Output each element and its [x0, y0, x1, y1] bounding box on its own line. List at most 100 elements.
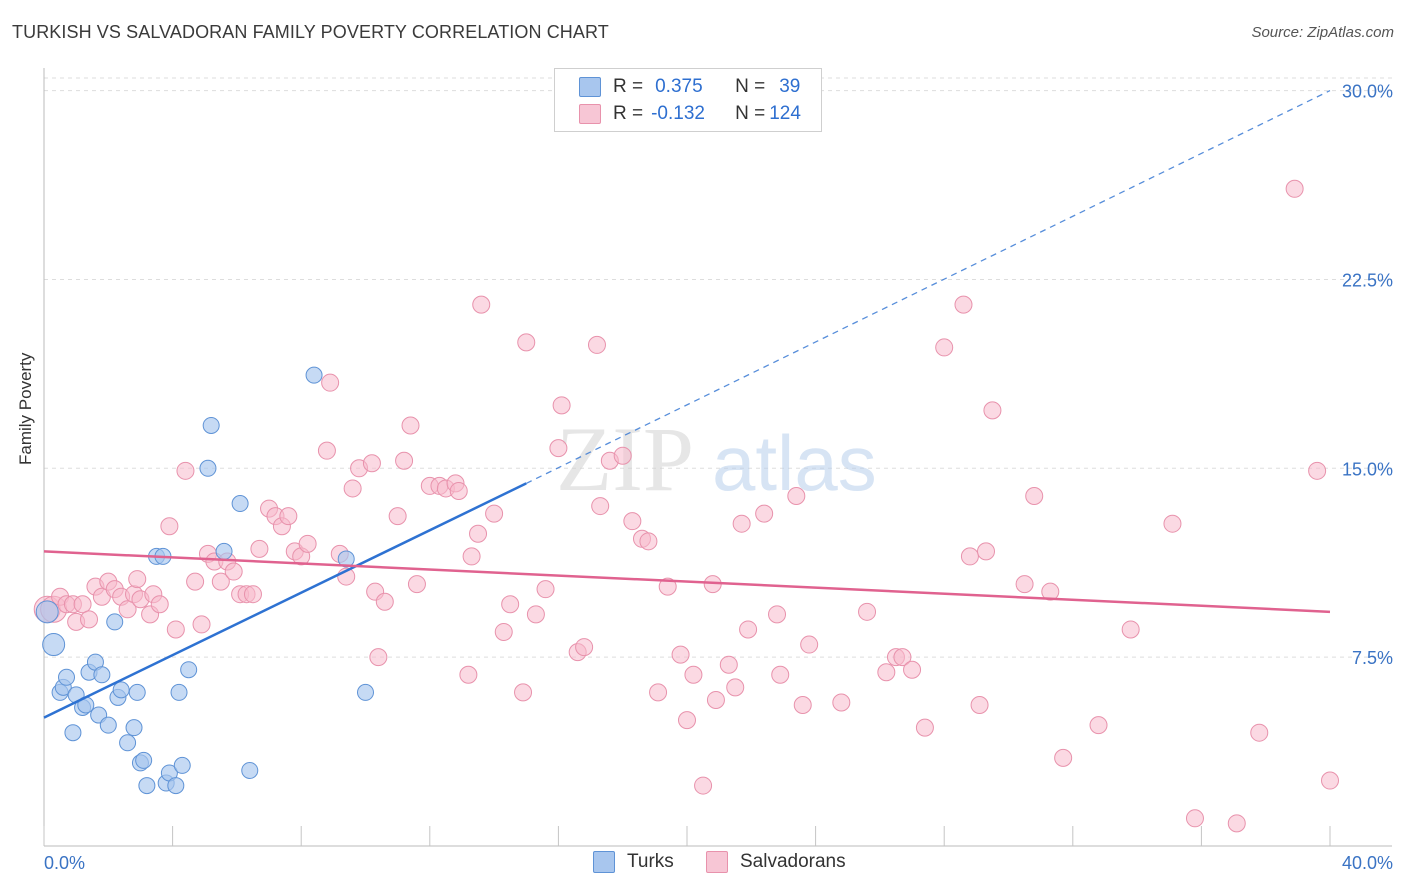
- legend-row-turks: R = 0.375 N = 39: [579, 75, 800, 99]
- turk-point: [241, 761, 259, 779]
- turks-trend-extension: [525, 90, 1331, 484]
- salvadoran-point: [832, 693, 851, 712]
- legend-r-value-salvadorans: -0.132: [651, 103, 705, 124]
- chart-title: TURKISH VS SALVADORAN FAMILY POVERTY COR…: [12, 22, 609, 42]
- salvadoran-point: [575, 638, 594, 657]
- salvadoran-point: [462, 547, 481, 566]
- legend-r-label: R =: [613, 76, 644, 97]
- legend-row-salvadorans: R = -0.132 N = 124: [579, 102, 801, 126]
- salvadoran-point: [375, 592, 394, 611]
- salvadoran-point: [243, 585, 262, 604]
- turk-point: [337, 550, 355, 568]
- salvadoran-point: [858, 602, 877, 621]
- salvadoran-point: [73, 595, 92, 614]
- salvadoran-point: [401, 416, 420, 435]
- salvadoran-point: [893, 648, 912, 667]
- salvadoran-point: [494, 622, 513, 641]
- turk-point: [112, 681, 130, 699]
- salvadoran-point: [343, 479, 362, 498]
- salvadoran-point: [671, 645, 690, 664]
- salvadoran-point: [176, 461, 195, 480]
- salvadoran-point: [118, 600, 137, 619]
- salvadoran-point: [915, 718, 934, 737]
- salvadoran-point: [658, 577, 677, 596]
- salvadorans-legend-swatch: [706, 851, 728, 873]
- y-tick-label: 22.5%: [1342, 270, 1393, 290]
- turk-point: [170, 683, 188, 701]
- salvadoran-point: [1054, 748, 1073, 767]
- salvadoran-point: [771, 665, 790, 684]
- salvadoran-point: [449, 481, 468, 500]
- salvadoran-point: [639, 532, 658, 551]
- correlation-legend: R = 0.375 N = 39 R = -0.132 N = 124: [554, 68, 822, 132]
- salvadoran-point: [317, 441, 336, 460]
- legend-item-turks: Turks: [593, 851, 674, 873]
- salvadoran-point: [369, 648, 388, 667]
- salvadoran-point: [321, 373, 340, 392]
- turk-point: [135, 751, 153, 769]
- salvadoran-point: [649, 683, 668, 702]
- turk-point: [173, 756, 191, 774]
- salvadoran-point: [362, 454, 381, 473]
- salvadoran-point: [1089, 716, 1108, 735]
- salvadoran-point: [587, 335, 606, 354]
- salvadoran-point: [166, 620, 185, 639]
- salvadoran-point: [1185, 809, 1204, 828]
- salvadoran-point: [613, 446, 632, 465]
- turks-legend-label: Turks: [627, 851, 674, 872]
- salvadoran-point: [970, 695, 989, 714]
- salvadoran-point: [935, 338, 954, 357]
- salvadoran-point: [160, 517, 179, 536]
- salvadoran-point: [787, 486, 806, 505]
- salvadoran-point: [768, 605, 787, 624]
- salvadoran-point: [80, 610, 99, 629]
- salvadoran-point: [514, 683, 533, 702]
- salvadoran-point: [395, 451, 414, 470]
- turk-point: [199, 459, 217, 477]
- salvadoran-point: [501, 595, 520, 614]
- salvadoran-point: [1163, 514, 1182, 533]
- salvadoran-point: [1250, 723, 1269, 742]
- salvadoran-points: [33, 179, 1339, 833]
- salvadoran-point: [1041, 582, 1060, 601]
- y-tick-label: 7.5%: [1352, 648, 1393, 668]
- salvadoran-point: [755, 504, 774, 523]
- turk-point: [106, 613, 124, 631]
- turk-point: [42, 633, 66, 657]
- salvadorans-legend-label: Salvadorans: [740, 851, 846, 872]
- salvadoran-point: [732, 514, 751, 533]
- legend-r-label: R =: [613, 103, 644, 124]
- salvadoran-point: [694, 776, 713, 795]
- salvadoran-point: [678, 711, 696, 730]
- salvadoran-point: [976, 542, 995, 561]
- salvadoran-point: [623, 512, 642, 531]
- turk-point: [180, 661, 198, 679]
- turk-point: [138, 777, 156, 795]
- salvadoran-point: [250, 539, 269, 558]
- salvadoran-point: [706, 690, 725, 709]
- salvadoran-point: [739, 620, 758, 639]
- salvadoran-point: [1025, 486, 1044, 505]
- turk-point: [305, 366, 323, 384]
- turk-points: [35, 366, 374, 795]
- salvadoran-point: [591, 497, 610, 516]
- legend-n-label: N =: [735, 76, 766, 97]
- salvadoran-point: [1227, 814, 1246, 833]
- turk-point: [93, 666, 111, 684]
- turk-point: [99, 716, 117, 734]
- salvadoran-point: [472, 295, 491, 314]
- salvadoran-point: [459, 665, 478, 684]
- x-tick-label: 40.0%: [1342, 853, 1393, 873]
- turks-swatch: [579, 77, 601, 97]
- legend-n-value-turks: 39: [779, 76, 801, 97]
- salvadoran-point: [800, 635, 819, 654]
- salvadoran-point: [552, 396, 571, 415]
- turk-point: [167, 777, 185, 795]
- salvadoran-point: [469, 524, 488, 543]
- salvadoran-point: [726, 678, 745, 697]
- salvadoran-point: [1308, 461, 1327, 480]
- salvadoran-point: [954, 295, 973, 314]
- salvadoran-point: [793, 695, 812, 714]
- salvadoran-point: [298, 534, 317, 553]
